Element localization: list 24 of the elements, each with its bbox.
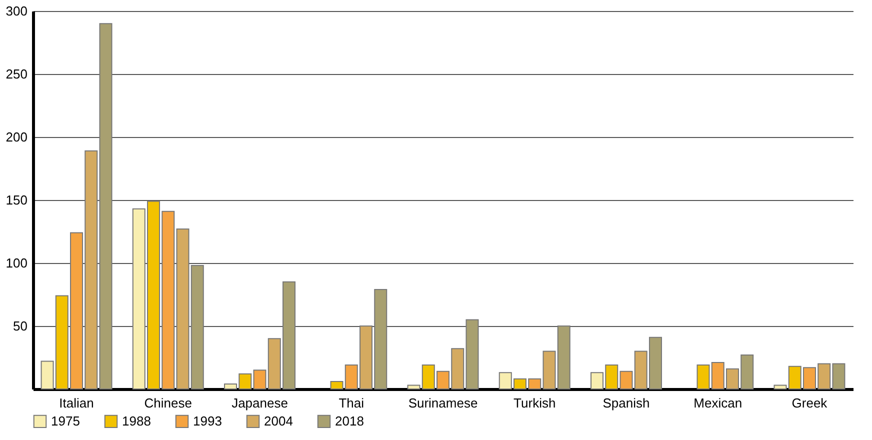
legend-label: 1975 xyxy=(51,413,80,428)
x-tick-label: Spanish xyxy=(602,396,650,410)
y-tick-label: 200 xyxy=(6,130,28,144)
y-tick-label: 300 xyxy=(6,4,28,18)
x-tick-label: Surinamese xyxy=(408,396,478,410)
x-tick-label: Turkish xyxy=(514,396,556,410)
x-tick-label: Thai xyxy=(338,396,364,410)
y-tick-label: 50 xyxy=(13,318,28,334)
legend-label: 2018 xyxy=(335,413,364,428)
x-tick-label: Greek xyxy=(792,396,828,410)
bar xyxy=(696,364,710,390)
x-tick-label: Chinese xyxy=(144,396,192,410)
y-tick-label: 150 xyxy=(6,192,28,208)
x-tick-label: Italian xyxy=(59,396,94,410)
legend-label: 2004 xyxy=(264,413,293,428)
bar xyxy=(774,384,787,390)
y-tick-label: 250 xyxy=(6,66,28,82)
legend-label: 1993 xyxy=(193,413,222,428)
bar xyxy=(557,326,570,390)
bar xyxy=(99,23,112,390)
x-tick-label: Japanese xyxy=(232,396,288,410)
x-tick-label: Mexican xyxy=(694,396,742,410)
legend-label: 1988 xyxy=(122,413,151,428)
y-tick-label: 100 xyxy=(6,256,28,270)
